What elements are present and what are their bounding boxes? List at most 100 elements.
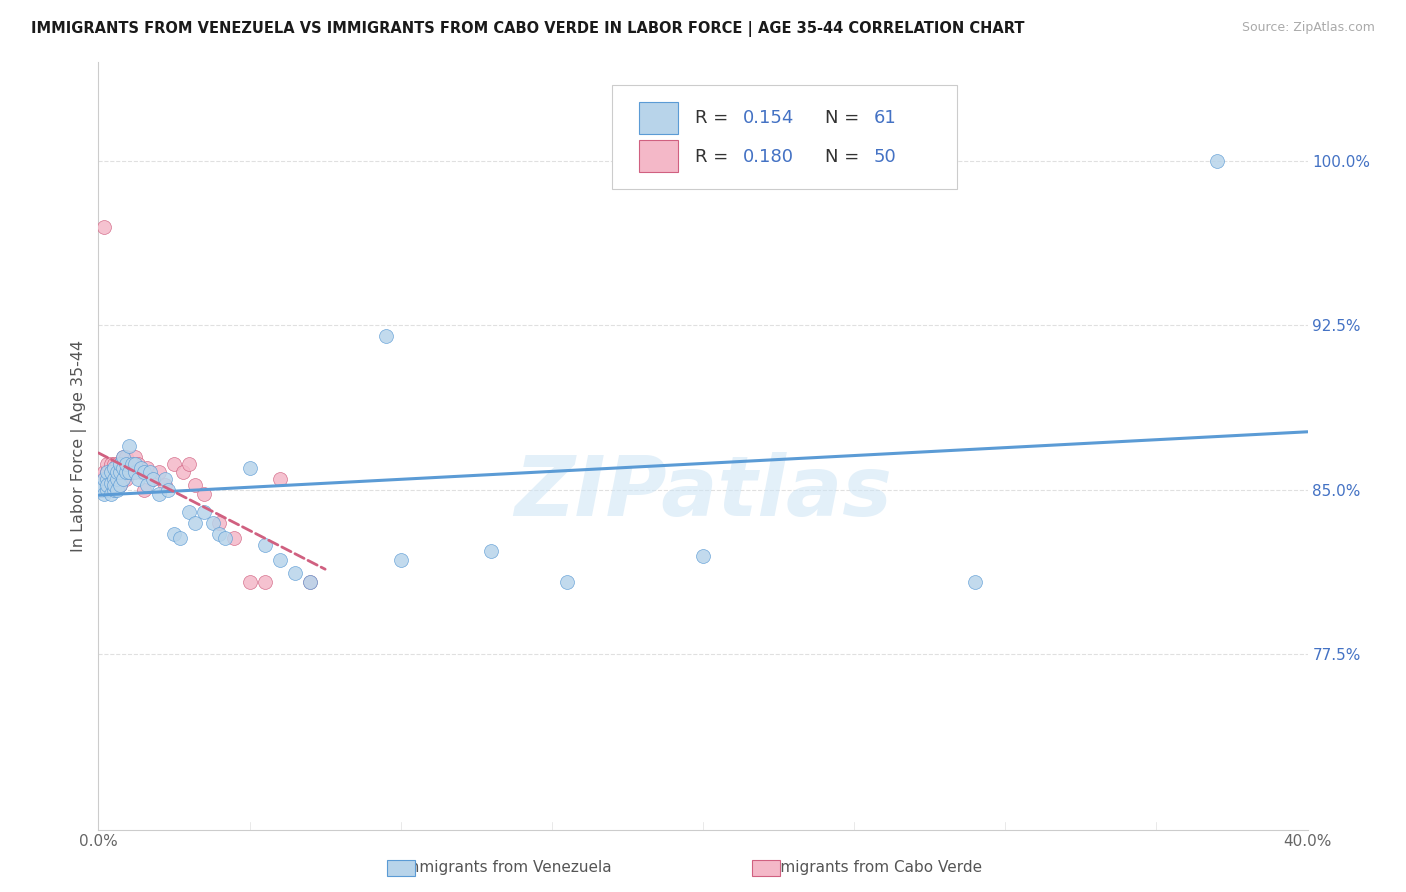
Point <box>100 465 122 479</box>
Point <box>103 457 125 471</box>
Point <box>93 465 115 479</box>
Point <box>153 478 176 492</box>
Point <box>142 472 165 486</box>
Text: IMMIGRANTS FROM VENEZUELA VS IMMIGRANTS FROM CABO VERDE IN LABOR FORCE | AGE 35-: IMMIGRANTS FROM VENEZUELA VS IMMIGRANTS … <box>31 21 1025 37</box>
Point <box>224 531 246 545</box>
Point <box>139 465 162 479</box>
Point <box>129 461 152 475</box>
Point <box>114 465 136 479</box>
Point <box>179 457 201 471</box>
Point <box>129 465 152 479</box>
Point <box>239 461 262 475</box>
Point <box>253 538 276 552</box>
Point <box>96 465 118 479</box>
Point <box>179 505 201 519</box>
Text: N =: N = <box>825 148 865 166</box>
Text: 0.154: 0.154 <box>742 110 794 128</box>
Point <box>389 553 412 567</box>
Point <box>108 457 131 471</box>
Point <box>105 465 128 479</box>
FancyBboxPatch shape <box>638 140 678 172</box>
Point <box>555 574 578 589</box>
Point <box>93 487 115 501</box>
Point <box>121 457 143 471</box>
Y-axis label: In Labor Force | Age 35-44: In Labor Force | Age 35-44 <box>72 340 87 552</box>
Point <box>114 457 136 471</box>
Point <box>103 478 125 492</box>
Point <box>114 461 136 475</box>
Point <box>114 450 136 464</box>
Point <box>108 457 131 471</box>
Point <box>135 478 157 492</box>
Point <box>96 465 118 479</box>
Point <box>163 526 186 541</box>
Point <box>93 478 115 492</box>
Point <box>108 478 131 492</box>
Point <box>269 472 291 486</box>
Point <box>239 574 262 589</box>
Point <box>132 483 155 497</box>
Point <box>148 487 170 501</box>
Point <box>163 457 186 471</box>
Point <box>90 472 112 486</box>
Point <box>100 465 122 479</box>
Point <box>90 483 112 497</box>
Point <box>132 465 155 479</box>
Point <box>184 516 207 530</box>
Point <box>142 472 165 486</box>
Point <box>121 465 143 479</box>
Point <box>105 472 128 486</box>
Point <box>100 457 122 471</box>
Point <box>193 487 215 501</box>
Point <box>184 478 207 492</box>
Point <box>481 544 503 558</box>
Text: 61: 61 <box>873 110 896 128</box>
Text: R =: R = <box>695 148 734 166</box>
Point <box>90 483 112 497</box>
Point <box>253 574 276 589</box>
Point <box>105 465 128 479</box>
Point <box>100 478 122 492</box>
Point <box>284 566 307 581</box>
Point <box>103 483 125 497</box>
Point <box>374 329 396 343</box>
Point <box>114 472 136 486</box>
Point <box>111 472 134 486</box>
Point <box>96 472 118 486</box>
Point <box>105 483 128 497</box>
Point <box>103 472 125 486</box>
Point <box>127 472 149 486</box>
Text: N =: N = <box>825 110 865 128</box>
Point <box>105 457 128 471</box>
Point <box>299 574 322 589</box>
Point <box>100 476 122 491</box>
Point <box>172 465 194 479</box>
Text: ZIPatlas: ZIPatlas <box>515 451 891 533</box>
Point <box>202 516 225 530</box>
Point <box>108 478 131 492</box>
Point <box>124 465 146 479</box>
Point <box>193 505 215 519</box>
Point <box>103 483 125 497</box>
Point <box>118 439 141 453</box>
Point <box>124 450 146 464</box>
Point <box>692 549 714 563</box>
Point <box>118 465 141 479</box>
Point <box>96 483 118 497</box>
Text: Immigrants from Venezuela: Immigrants from Venezuela <box>401 861 612 875</box>
Point <box>127 457 149 471</box>
Point <box>153 472 176 486</box>
Point <box>208 526 231 541</box>
Point <box>93 472 115 486</box>
Point <box>105 472 128 486</box>
Point <box>108 465 131 479</box>
Point <box>111 461 134 475</box>
Point <box>108 465 131 479</box>
Point <box>103 461 125 475</box>
Point <box>1206 154 1229 169</box>
Point <box>103 472 125 486</box>
Point <box>96 483 118 497</box>
Point <box>111 450 134 464</box>
Point <box>208 516 231 530</box>
Text: 50: 50 <box>873 148 896 166</box>
